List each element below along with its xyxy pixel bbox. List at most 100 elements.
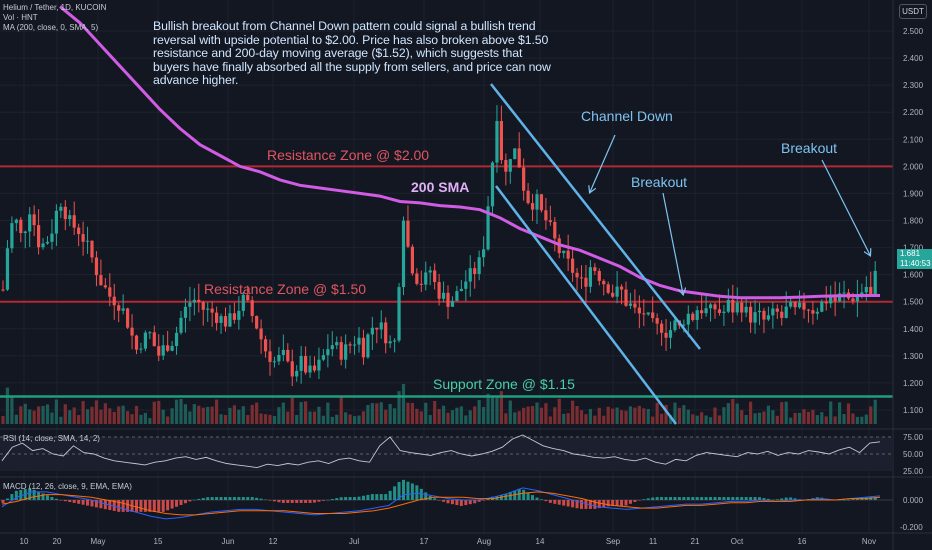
candle-body <box>232 313 236 320</box>
macd-hist-bar <box>175 500 179 507</box>
candle-body <box>771 308 775 316</box>
volume-bar <box>228 407 232 424</box>
candle-body <box>490 162 495 207</box>
volume-bar <box>873 399 877 424</box>
volume-bar <box>717 415 722 424</box>
macd-hist-bar <box>695 497 699 500</box>
macd-hist-bar <box>513 490 517 500</box>
macd-hist-bar <box>553 500 557 504</box>
candle-body <box>81 234 85 242</box>
macd-hist-bar <box>183 500 187 504</box>
volume-bar <box>85 409 90 424</box>
volume-bar <box>846 403 851 424</box>
macd-hist-bar <box>353 497 357 500</box>
candle-body <box>838 293 842 302</box>
macd-hist-bar <box>419 488 423 500</box>
macd-hist-bar <box>713 497 717 500</box>
macd-hist-bar <box>210 497 214 500</box>
macd-hist-bar <box>219 497 223 500</box>
macd-hist-bar <box>722 497 726 500</box>
macd-hist-bar <box>237 497 241 500</box>
volume-bar <box>1 416 5 424</box>
macd-hist-bar <box>669 497 672 500</box>
volume-bar <box>174 399 179 424</box>
macd-hist-bar <box>726 497 730 500</box>
bar-countdown: 11:40:53 <box>900 258 931 268</box>
volume-bar <box>789 417 793 424</box>
candle-body <box>668 330 673 338</box>
time-tick-label: 11 <box>649 537 658 546</box>
candle-body <box>112 296 116 306</box>
macd-hist-bar <box>393 486 397 500</box>
macd-hist-bar <box>1 500 5 503</box>
volume-bar <box>499 391 503 424</box>
macd-hist-bar <box>152 500 156 512</box>
macd-hist-bar <box>148 500 152 512</box>
candle-body <box>797 302 802 308</box>
volume-bar <box>806 411 811 424</box>
candle-body <box>424 272 428 285</box>
macd-hist-bar <box>28 488 32 500</box>
macd-hist-bar <box>121 500 125 512</box>
volume-bar <box>677 407 681 424</box>
volume-bar <box>433 401 437 424</box>
volume-bar <box>210 406 214 424</box>
volume-bar <box>206 406 210 424</box>
candle-body <box>183 306 188 318</box>
candle-body <box>731 299 735 313</box>
macd-hist-bar <box>651 497 655 500</box>
macd-tick-label: -0.200 <box>900 523 923 532</box>
candle-body <box>23 231 27 234</box>
volume-bar <box>535 402 539 424</box>
candle-body <box>219 316 223 323</box>
macd-hist-bar <box>41 493 45 500</box>
candle-body <box>126 308 130 328</box>
channel-down-label: Channel Down <box>581 108 673 124</box>
volume-bar <box>864 414 868 424</box>
volume-bar <box>522 407 526 424</box>
price-tick-label: 2.200 <box>903 108 924 117</box>
volume-bar <box>330 416 334 424</box>
time-tick-label: 20 <box>53 537 62 546</box>
volume-bar <box>401 384 406 424</box>
macd-hist-bar <box>201 498 205 500</box>
candle-body <box>174 332 179 346</box>
macd-hist-bar <box>415 485 419 500</box>
macd-hist-bar <box>384 494 388 500</box>
volume-bar <box>339 396 343 424</box>
volume-bar <box>54 399 58 424</box>
candle-body <box>611 292 615 297</box>
volume-bar <box>317 406 321 424</box>
volume-bar <box>321 415 325 424</box>
macd-hist-bar <box>361 495 365 500</box>
macd-hist-bar <box>873 497 877 500</box>
candle-body <box>660 323 664 333</box>
macd-hist-bar <box>704 497 708 500</box>
volume-bar <box>504 413 508 424</box>
candle-body <box>624 289 628 306</box>
macd-hist-bar <box>304 500 308 503</box>
rsi-tick-label: 75.00 <box>903 433 924 442</box>
macd-hist-bar <box>664 497 668 500</box>
volume-bar <box>593 415 597 424</box>
macd-hist-bar <box>758 497 761 500</box>
volume-bar <box>824 416 828 424</box>
volume-bar <box>223 415 228 424</box>
macd-hist-bar <box>339 497 343 500</box>
channel-arrow <box>590 134 616 192</box>
volume-bar <box>704 415 708 424</box>
volume-bar <box>45 404 50 424</box>
candle-body <box>206 308 210 310</box>
candle-body <box>455 291 459 301</box>
candle-body <box>602 280 606 285</box>
volume-bar <box>415 408 419 424</box>
candle-body <box>597 270 601 281</box>
volume-bar <box>379 402 383 424</box>
volume-bar <box>544 403 548 424</box>
volume-bar <box>682 405 686 424</box>
currency-selector[interactable]: USDT <box>899 4 927 19</box>
macd-hist-bar <box>611 500 615 506</box>
candle-body <box>633 303 637 308</box>
macd-hist-bar <box>548 500 552 503</box>
